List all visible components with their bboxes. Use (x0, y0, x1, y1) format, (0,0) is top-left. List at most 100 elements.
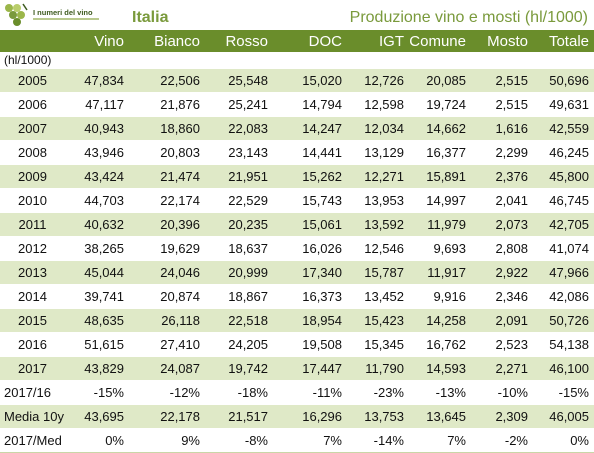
table-cell: 19,724 (409, 93, 471, 117)
summary-row: 2017/Med 0% 9% -8% 7% -14% 7% -2% 0% (0, 429, 594, 453)
column-header-doc: DOC (273, 30, 347, 52)
table-row: 2012 38,265 19,629 18,637 16,026 12,546 9,693 2… (0, 237, 594, 261)
table-cell: 18,954 (273, 309, 347, 333)
table-cell: 49,631 (533, 93, 594, 117)
row-label: 2015 (0, 309, 65, 333)
table-cell: 16,026 (273, 237, 347, 261)
table-cell: 13,452 (347, 285, 409, 309)
table-cell: 46,100 (533, 357, 594, 381)
table-cell: 16,377 (409, 141, 471, 165)
logo: I numeri del vino (3, 2, 103, 28)
table-cell: 40,632 (65, 213, 129, 237)
table-cell: 21,474 (129, 165, 205, 189)
table-cell: 13,129 (347, 141, 409, 165)
table-cell: 12,546 (347, 237, 409, 261)
row-label: 2013 (0, 261, 65, 285)
table-row: 2016 51,615 27,410 24,205 19,508 15,345 16,762… (0, 333, 594, 357)
table-cell: 2,515 (471, 69, 533, 93)
table-cell: 7% (409, 429, 471, 453)
table-cell: 13,753 (347, 405, 409, 429)
table-cell: -12% (129, 381, 205, 405)
table-cell: 40,943 (65, 117, 129, 141)
table-cell: 2,041 (471, 189, 533, 213)
table-cell: 21,876 (129, 93, 205, 117)
row-label: 2009 (0, 165, 65, 189)
table-cell: 43,829 (65, 357, 129, 381)
row-label: 2010 (0, 189, 65, 213)
table-cell: 20,396 (129, 213, 205, 237)
table-cell: 18,867 (205, 285, 273, 309)
table-cell: -8% (205, 429, 273, 453)
table-cell: 11,979 (409, 213, 471, 237)
table-row: 2009 43,424 21,474 21,951 15,262 12,271 15,891… (0, 165, 594, 189)
table-cell: 11,917 (409, 261, 471, 285)
table-cell: 45,044 (65, 261, 129, 285)
table-cell: 9% (129, 429, 205, 453)
table-cell: 43,424 (65, 165, 129, 189)
table-cell: -14% (347, 429, 409, 453)
spreadsheet: I numeri del vino Italia Produzione vino… (0, 0, 594, 430)
table-cell: 43,946 (65, 141, 129, 165)
table-row: 2008 43,946 20,803 23,143 14,441 13,129 16,377… (0, 141, 594, 165)
table-cell: 41,074 (533, 237, 594, 261)
table-row: 2015 48,635 26,118 22,518 18,954 15,423 14,258… (0, 309, 594, 333)
row-label: 2012 (0, 237, 65, 261)
row-label: 2011 (0, 213, 65, 237)
table-cell: 18,860 (129, 117, 205, 141)
row-label: 2008 (0, 141, 65, 165)
table-cell: 13,592 (347, 213, 409, 237)
column-header-comune: Comune (409, 30, 471, 52)
table-cell: 20,874 (129, 285, 205, 309)
table-cell: 39,741 (65, 285, 129, 309)
report-header: I numeri del vino Italia Produzione vino… (0, 0, 594, 30)
unit-label: (hl/1000) (0, 52, 594, 69)
summary-row: 2017/16 -15% -12% -18% -11% -23% -13% -10% -15% (0, 381, 594, 405)
table-cell: 19,742 (205, 357, 273, 381)
table-cell: 14,997 (409, 189, 471, 213)
table-cell: 22,518 (205, 309, 273, 333)
table-cell: -23% (347, 381, 409, 405)
table-cell: 15,787 (347, 261, 409, 285)
table-cell: 54,138 (533, 333, 594, 357)
table-row: 2013 45,044 24,046 20,999 17,340 15,787 11,917… (0, 261, 594, 285)
table-cell: 12,271 (347, 165, 409, 189)
table-cell: 9,693 (409, 237, 471, 261)
table-cell: 22,178 (129, 405, 205, 429)
table-cell: 50,726 (533, 309, 594, 333)
column-header-rosso: Rosso (205, 30, 273, 52)
table-cell: 0% (65, 429, 129, 453)
country-title: Italia (132, 9, 168, 27)
table-cell: 14,258 (409, 309, 471, 333)
table-cell: 50,696 (533, 69, 594, 93)
table-cell: 2,091 (471, 309, 533, 333)
table-cell: 25,548 (205, 69, 273, 93)
table-cell: 42,559 (533, 117, 594, 141)
table-cell: 14,441 (273, 141, 347, 165)
table-cell: 47,834 (65, 69, 129, 93)
production-table: Vino Bianco Rosso DOC IGT Comune Mosto T… (0, 30, 594, 453)
table-cell: 22,174 (129, 189, 205, 213)
table-cell: 20,999 (205, 261, 273, 285)
table-cell: 46,005 (533, 405, 594, 429)
table-cell: 38,265 (65, 237, 129, 261)
table-cell: 19,508 (273, 333, 347, 357)
table-cell: 27,410 (129, 333, 205, 357)
table-cell: 16,762 (409, 333, 471, 357)
table-cell: 46,245 (533, 141, 594, 165)
table-cell: 12,598 (347, 93, 409, 117)
table-cell: 21,517 (205, 405, 273, 429)
row-label: 2017/16 (0, 381, 65, 405)
column-header-corner (0, 30, 65, 52)
table-cell: 24,087 (129, 357, 205, 381)
table-cell: 15,423 (347, 309, 409, 333)
table-cell: 7% (273, 429, 347, 453)
table-cell: 20,235 (205, 213, 273, 237)
column-header-igt: IGT (347, 30, 409, 52)
table-cell: 2,346 (471, 285, 533, 309)
table-cell: 15,743 (273, 189, 347, 213)
table-cell: 22,529 (205, 189, 273, 213)
column-header-totale: Totale (533, 30, 594, 52)
report-title: Produzione vino e mosti (hl/1000) (350, 9, 588, 27)
table-cell: 12,726 (347, 69, 409, 93)
table-cell: 15,262 (273, 165, 347, 189)
